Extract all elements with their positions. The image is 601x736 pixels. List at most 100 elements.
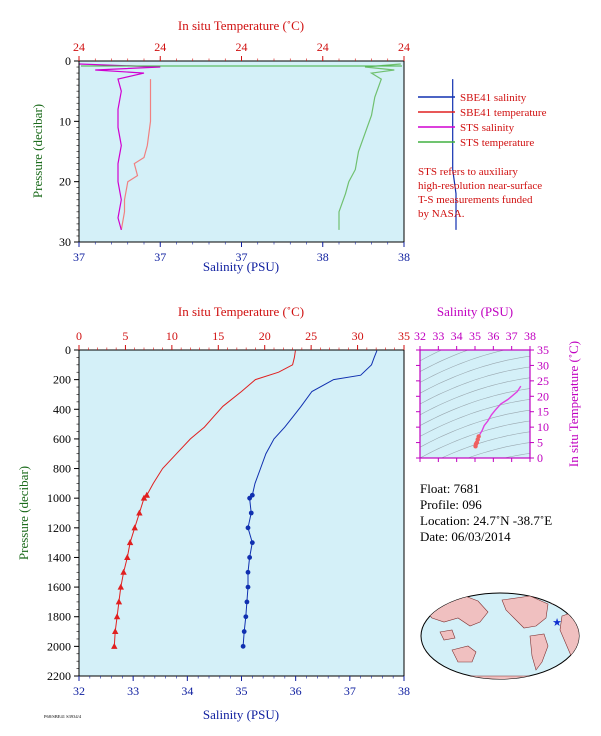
main-temp-tick-label: 15 [212, 329, 224, 343]
main-axes: 0200400600800100012001400160018002000220… [47, 329, 410, 698]
isopycnal-line [420, 420, 530, 458]
isopycnal-line [420, 355, 530, 394]
top-series-line-0 [452, 79, 457, 230]
ts-sal-tick-label: 34 [451, 329, 463, 343]
top-pressure-tick-label: 10 [59, 114, 71, 128]
map-land-indonesia [439, 629, 456, 641]
salinity-marker [248, 510, 254, 516]
footer-code: P68/SBE41 S3934/4 [44, 714, 82, 719]
world-map: ★ [420, 592, 580, 680]
main-pressure-tick-label: 2000 [47, 639, 71, 653]
temperature-marker [117, 583, 124, 590]
salinity-marker [241, 629, 247, 634]
main-series-group [111, 350, 378, 649]
isopycnal-line [420, 350, 506, 383]
main-temp-tick-label: 35 [398, 329, 410, 343]
top-sal-tick-label: 37 [73, 250, 85, 264]
temperature-marker [113, 613, 121, 620]
top-temp-tick-label: 24 [317, 40, 329, 54]
temperature-marker [143, 491, 150, 498]
temperature-marker [136, 509, 143, 516]
main-sal-tick-label: 38 [398, 684, 410, 698]
ts-sal-tick-label: 33 [432, 329, 444, 343]
top-temp-tick-label: 24 [73, 40, 85, 54]
main-pressure-tick-label: 1200 [47, 521, 71, 535]
temperature-marker [115, 598, 123, 605]
sts-note-line-3: T-S measurements funded [418, 194, 533, 206]
ts-temp-tick-label: 5 [537, 436, 543, 450]
main-pressure-tick-label: 1800 [47, 610, 71, 624]
main-sal-axis-title: Salinity (PSU) [203, 707, 279, 722]
top-sal-tick-label: 37 [236, 250, 248, 264]
main-plot-area [79, 350, 404, 676]
top-legend: SBE41 salinity SBE41 temperature STS sal… [418, 92, 547, 149]
main-pressure-tick-label: 1600 [47, 580, 71, 594]
main-pressure-tick-label: 400 [53, 402, 71, 416]
temperature-marker [111, 642, 118, 649]
float-info: Float: 7681 Profile: 096 Location: 24.7˚… [420, 481, 552, 544]
salinity-marker [247, 495, 253, 501]
float-position-marker: ★ [552, 617, 562, 629]
map-land-australia [451, 645, 477, 663]
main-pressure-tick-label: 200 [53, 373, 71, 387]
main-temp-tick-label: 20 [259, 329, 271, 343]
ts-sal-axis-title: Salinity (PSU) [437, 304, 513, 319]
ts-temp-tick-label: 20 [537, 389, 549, 403]
ts-temp-axis-title: In situ Temperature (˚C) [566, 341, 581, 467]
ts-temp-tick-label: 25 [537, 374, 549, 388]
top-panel: 0 10 20 30 24 24 24 24 24 37 37 37 38 38 In situ Temp… [30, 18, 547, 274]
ts-temp-tick-label: 0 [537, 451, 543, 465]
main-temp-tick-label: 5 [122, 329, 128, 343]
ts-temp-tick-label: 10 [537, 420, 549, 434]
ts-sal-tick-label: 38 [524, 329, 536, 343]
main-pressure-tick-label: 0 [65, 343, 71, 357]
main-panel: 0200400600800100012001400160018002000220… [16, 304, 410, 722]
top-series-group [78, 63, 457, 231]
salinity-marker [240, 643, 246, 649]
isopycnal-line [503, 453, 530, 458]
main-pressure-tick-label: 800 [53, 462, 71, 476]
temperature-marker [120, 568, 127, 575]
top-pressure-tick-label: 20 [59, 175, 71, 189]
top-series-line-1 [120, 79, 152, 231]
main-sal-tick-label: 37 [344, 684, 356, 698]
top-pressure-tick-label: 30 [59, 235, 71, 249]
top-series-line-3 [338, 63, 401, 230]
sts-note-line-4: by NASA. [418, 208, 465, 220]
sts-note-line-2: high-resolution near-surface [418, 180, 542, 192]
top-series-line-2 [78, 63, 161, 231]
isopycnal-line [420, 350, 469, 372]
main-temp-tick-label: 25 [305, 329, 317, 343]
isopycnal-line [420, 409, 530, 448]
isopycnal-line [420, 366, 530, 405]
top-temp-tick-label: 24 [398, 40, 410, 54]
map-land-antarctica [421, 675, 579, 679]
ts-point [473, 444, 478, 449]
main-pressure-tick-label: 1000 [47, 491, 71, 505]
salinity-marker [243, 614, 249, 620]
main-sal-tick-label: 32 [73, 684, 85, 698]
ts-temp-tick-label: 35 [537, 343, 549, 357]
salinity-marker [245, 525, 251, 531]
temperature-marker [112, 628, 119, 635]
ts-temp-tick-label: 15 [537, 405, 549, 419]
float-location: Location: 24.7˚N -38.7˚E [420, 513, 552, 528]
top-sal-tick-label: 38 [398, 250, 410, 264]
main-pressure-tick-label: 600 [53, 432, 71, 446]
map-land-south-america [529, 633, 549, 671]
profile-number: Profile: 096 [420, 497, 482, 512]
top-temp-tick-label: 24 [236, 40, 248, 54]
isopycnal-line [467, 442, 530, 458]
profile-date: Date: 06/03/2014 [420, 529, 511, 544]
top-temp-tick-label: 24 [154, 40, 166, 54]
top-pressure-tick-label: 0 [65, 54, 71, 68]
main-temp-tick-label: 0 [76, 329, 82, 343]
legend-label-sbe41-salinity: SBE41 salinity [460, 92, 527, 104]
ts-sal-tick-label: 36 [487, 329, 499, 343]
ts-sal-tick-label: 35 [469, 329, 481, 343]
map-land-north-america [501, 595, 549, 629]
top-temp-axis-title: In situ Temperature (˚C) [178, 18, 304, 33]
ts-plot-area [420, 350, 530, 458]
